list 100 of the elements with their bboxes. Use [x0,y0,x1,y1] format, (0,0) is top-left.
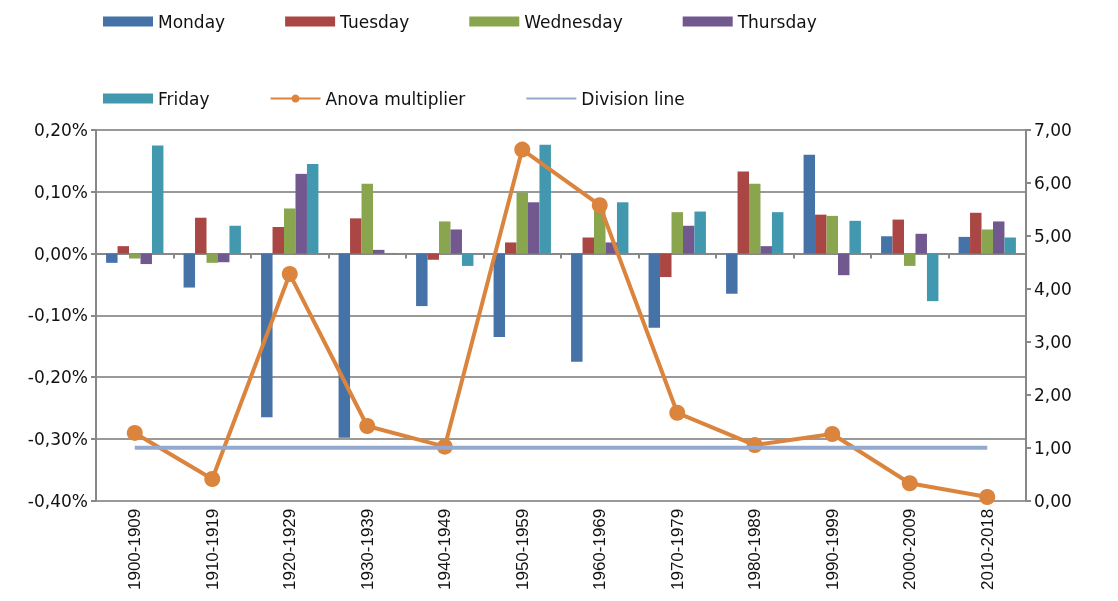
bar [261,253,273,418]
bar [140,253,152,265]
y2-tick-label: 6,00 [1034,172,1072,193]
point [669,404,686,421]
bar [970,212,982,254]
bar [749,183,761,254]
bar [450,229,462,254]
bar [183,253,196,288]
y-tick-label: 0,00% [33,243,88,264]
x-tick-label: 1960-1969 [590,508,610,591]
bar [493,253,506,337]
bar [229,225,241,254]
bar [837,253,850,276]
bar [815,214,827,254]
legend-label: Tuesday [339,11,410,32]
point [979,489,996,505]
bar [272,227,285,254]
x-tick-label: 1980-1989 [745,508,765,591]
legend-label: Anova multiplier [325,88,466,109]
point [824,425,841,442]
bar [1004,237,1016,254]
bar [992,221,1005,254]
y2-tick-label: 7,00 [1034,120,1072,140]
bar [206,253,218,263]
point [359,418,376,435]
bar [306,163,319,254]
bar [737,171,750,254]
bar [372,249,385,254]
bar [416,253,428,307]
y2-tick-label: 0,00 [1034,490,1072,511]
bar [981,229,993,254]
bar [527,202,540,254]
bar [694,211,706,254]
bar [915,233,927,254]
point [126,424,143,441]
bar [616,202,629,254]
y2-tick-label: 5,00 [1034,225,1072,246]
bar [660,253,672,278]
x-tick-label: 1920-1929 [280,508,300,591]
legend-label: Friday [158,88,210,109]
bar [516,192,528,254]
bar [539,144,551,254]
x-tick-label: 1930-1939 [357,508,377,591]
bar [803,154,816,254]
bar [151,145,164,254]
x-tick-label: 1900-1909 [125,508,145,591]
bar [439,221,451,254]
y-tick-label: -0,20% [27,367,88,388]
x-tick-label: 1910-1919 [202,508,222,591]
y2-tick-label: 2,00 [1034,384,1072,405]
bar [295,173,307,254]
y-tick-label: -0,30% [27,428,88,449]
bar [582,237,595,254]
y-tick-label: -0,40% [27,490,88,511]
bar [849,220,861,254]
legend-label: Monday [158,11,226,32]
x-tick-label: 1950-1959 [512,508,532,591]
x-tick-label: 2000-2009 [900,508,920,591]
bar [461,253,474,266]
bar [195,217,207,254]
y2-tick-label: 4,00 [1034,278,1072,299]
bar [958,236,971,254]
bar [129,253,141,259]
bar [505,242,517,254]
x-tick-label: 1940-1949 [435,508,455,591]
y-tick-label: 0,20% [33,120,88,140]
bar [826,215,838,254]
bar [338,253,351,438]
y-tick-label: 0,10% [33,181,88,202]
bar [682,225,695,254]
bar [361,183,373,254]
y-tick-label: -0,10% [27,305,88,326]
bar [771,212,784,254]
bar [571,253,583,362]
point [591,197,608,214]
y2-tick-label: 3,00 [1034,331,1072,352]
legend-label: Thursday [736,11,817,32]
point [281,266,298,283]
x-tick-label: 1990-1999 [822,508,842,591]
bar [760,246,772,254]
bar [671,212,683,254]
x-tick-label: 2010-2018 [977,508,997,591]
bar [892,219,905,254]
point [514,141,531,158]
y2-tick-label: 1,00 [1034,437,1072,458]
bar [350,218,362,254]
bar [904,253,916,266]
legend-label: Division line [581,88,685,109]
bar [106,253,118,263]
bar [881,236,893,254]
legend-label: Wednesday [524,11,623,32]
point [901,475,918,492]
x-tick-label: 1970-1979 [667,508,687,591]
bar [926,253,939,302]
bar [284,208,296,254]
bar [726,253,738,294]
bar [648,253,661,328]
bar [427,253,440,260]
point [204,470,221,487]
bar [117,246,130,254]
